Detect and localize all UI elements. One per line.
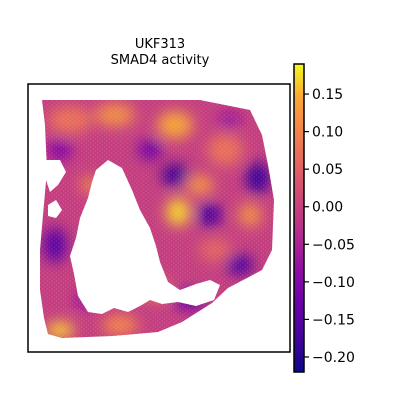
colorbar-tick-label: −0.20 xyxy=(312,350,355,366)
colorbar: 0.15 0.10 0.05 0.00 −0.05 −0.10 −0.15 −0.20 xyxy=(293,63,355,373)
colorbar-tick-label: 0.05 xyxy=(312,162,343,178)
colorbar-ticks: 0.15 0.10 0.05 0.00 −0.05 −0.10 −0.15 −0.20 xyxy=(304,87,355,366)
chart-title: UKF313 xyxy=(134,37,186,52)
plot-frame xyxy=(27,83,291,353)
empty-region xyxy=(46,160,220,314)
colorbar-tick-label: −0.15 xyxy=(312,312,355,328)
colorbar-tick-label: −0.05 xyxy=(312,237,355,253)
colorbar-tick-label: 0.10 xyxy=(312,125,343,141)
chart-subtitle: SMAD4 activity xyxy=(110,53,210,68)
colorbar-tick-label: 0.00 xyxy=(312,200,343,216)
colorbar-tick-label: 0.15 xyxy=(312,87,343,103)
spatial-heatmap xyxy=(40,100,274,338)
colorbar-tick-label: −0.10 xyxy=(312,275,355,291)
